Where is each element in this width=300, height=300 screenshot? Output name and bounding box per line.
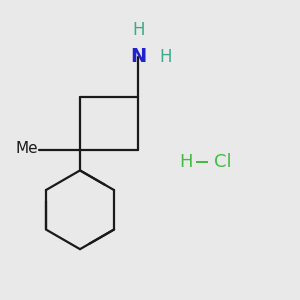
Text: Cl: Cl bbox=[214, 153, 232, 171]
Text: H: H bbox=[160, 48, 172, 66]
Text: N: N bbox=[130, 47, 146, 66]
Text: Me: Me bbox=[15, 141, 38, 156]
Text: H: H bbox=[132, 21, 145, 39]
Text: H: H bbox=[180, 153, 193, 171]
